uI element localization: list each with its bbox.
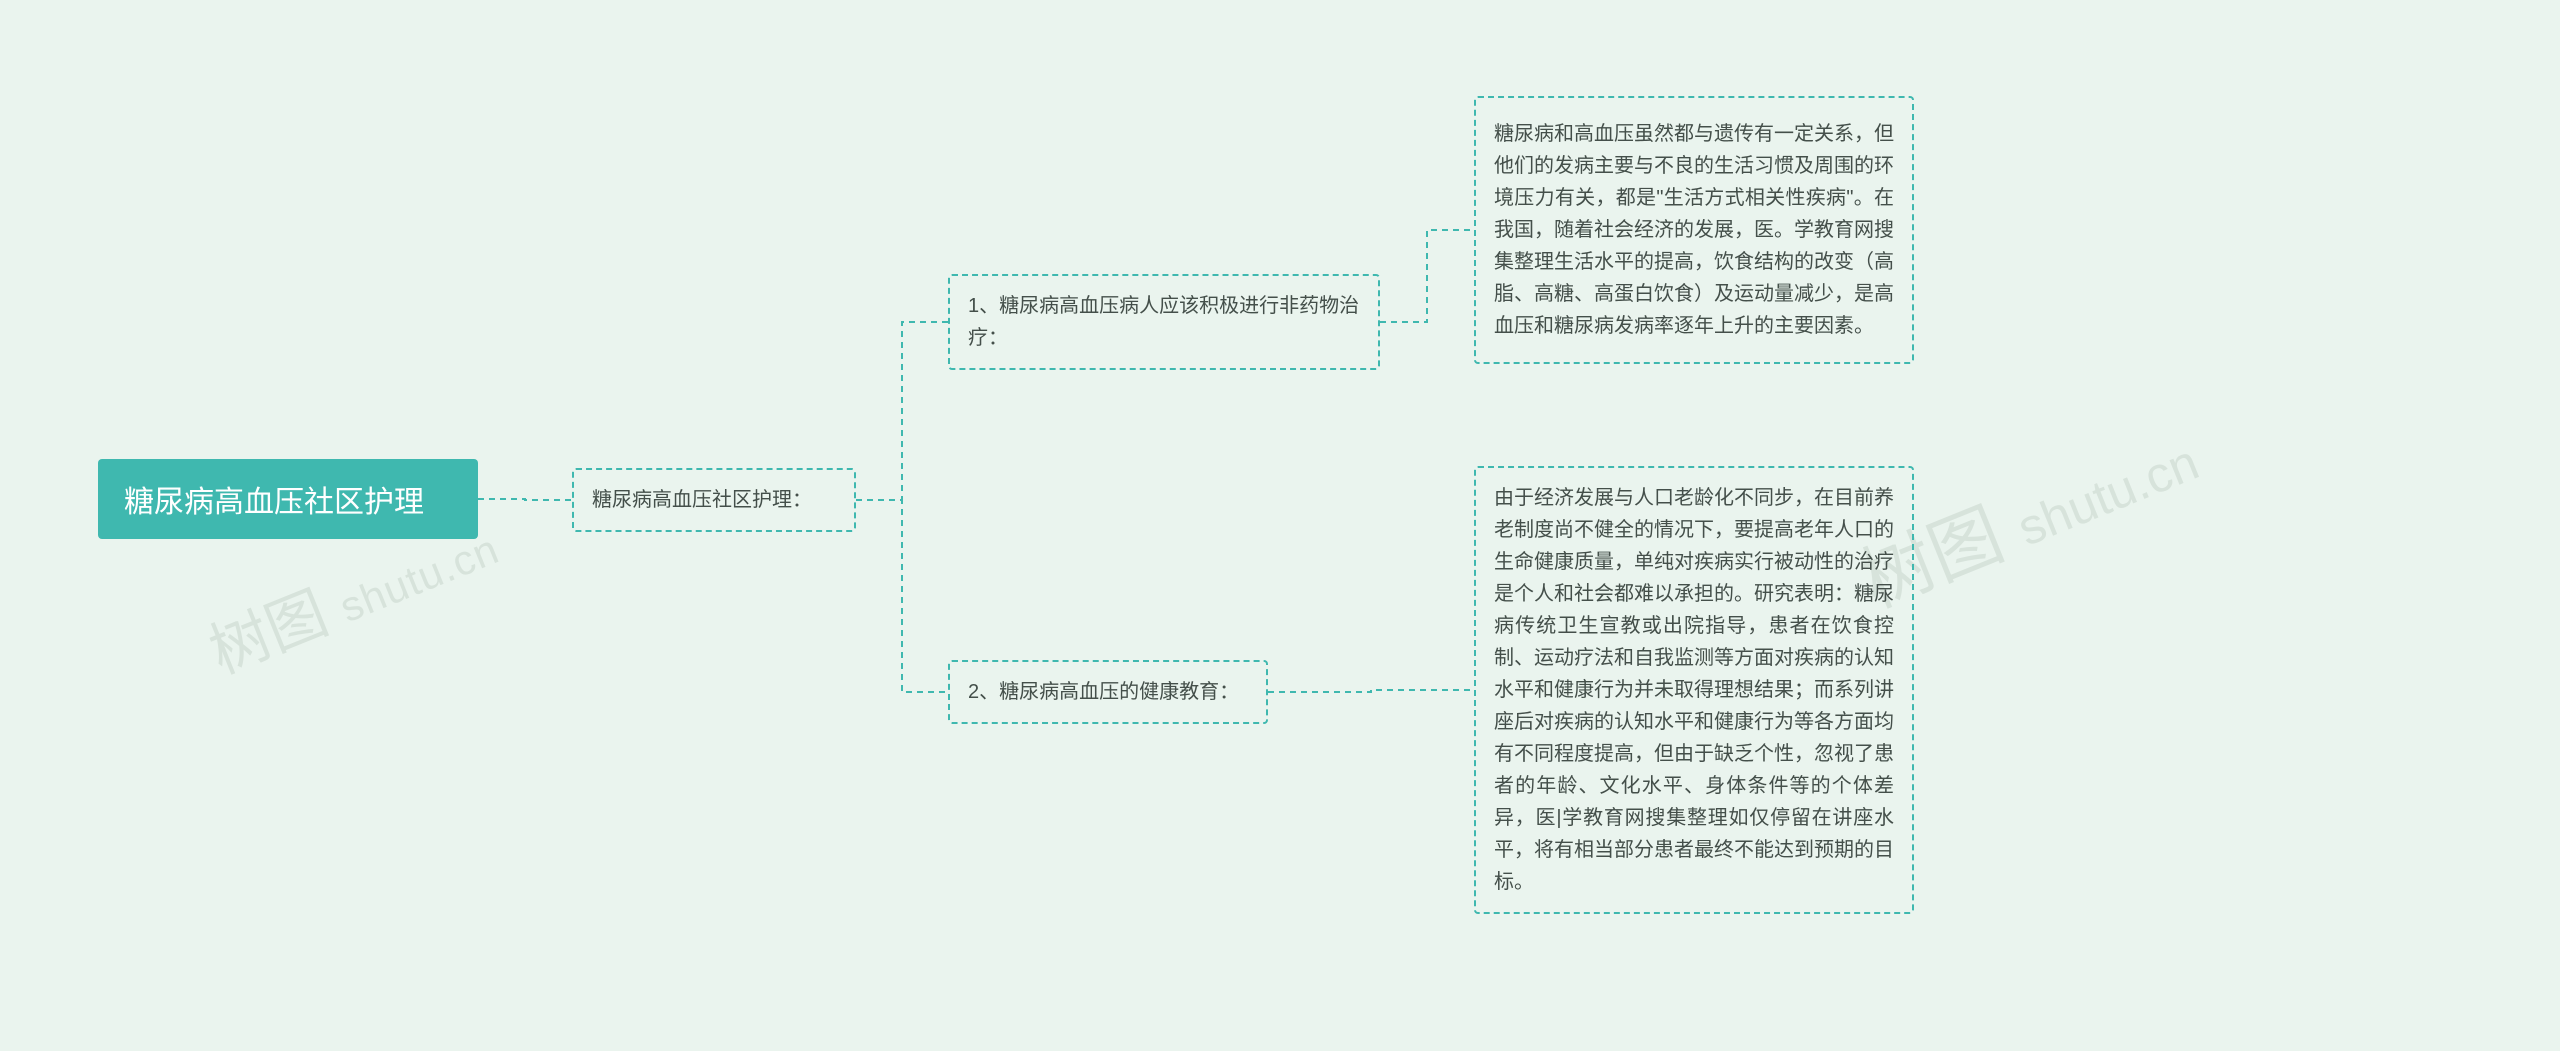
- connector: [478, 499, 572, 500]
- root-node: 糖尿病高血压社区护理: [98, 459, 478, 539]
- connector: [856, 500, 948, 692]
- watermark-line1: 树图: [200, 579, 336, 686]
- watermark-line2: shutu.cn: [2010, 434, 2206, 557]
- watermark-line2: shutu.cn: [333, 525, 505, 631]
- leaf-a-text: 糖尿病和高血压虽然都与遗传有一定关系，但他们的发病主要与不良的生活习惯及周围的环…: [1494, 118, 1894, 342]
- connector: [856, 322, 948, 500]
- leaf-node-a: 糖尿病和高血压虽然都与遗传有一定关系，但他们的发病主要与不良的生活习惯及周围的环…: [1474, 96, 1914, 364]
- root-label: 糖尿病高血压社区护理: [124, 477, 424, 521]
- level1-node: 糖尿病高血压社区护理：: [572, 468, 856, 532]
- level2-node-b: 2、糖尿病高血压的健康教育：: [948, 660, 1268, 724]
- level2a-label: 1、糖尿病高血压病人应该积极进行非药物治疗：: [968, 290, 1360, 354]
- level2b-label: 2、糖尿病高血压的健康教育：: [968, 676, 1239, 708]
- connector: [1380, 230, 1474, 322]
- leaf-b-text: 由于经济发展与人口老龄化不同步，在目前养老制度尚不健全的情况下，要提高老年人口的…: [1494, 482, 1894, 898]
- level2-node-a: 1、糖尿病高血压病人应该积极进行非药物治疗：: [948, 274, 1380, 370]
- leaf-node-b: 由于经济发展与人口老龄化不同步，在目前养老制度尚不健全的情况下，要提高老年人口的…: [1474, 466, 1914, 914]
- connector: [1268, 690, 1474, 692]
- level1-label: 糖尿病高血压社区护理：: [592, 484, 812, 516]
